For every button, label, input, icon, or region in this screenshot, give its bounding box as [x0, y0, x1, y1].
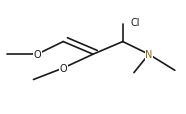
Text: O: O: [33, 50, 41, 60]
Text: N: N: [145, 50, 153, 60]
Text: Cl: Cl: [130, 18, 140, 28]
Text: O: O: [60, 63, 67, 73]
